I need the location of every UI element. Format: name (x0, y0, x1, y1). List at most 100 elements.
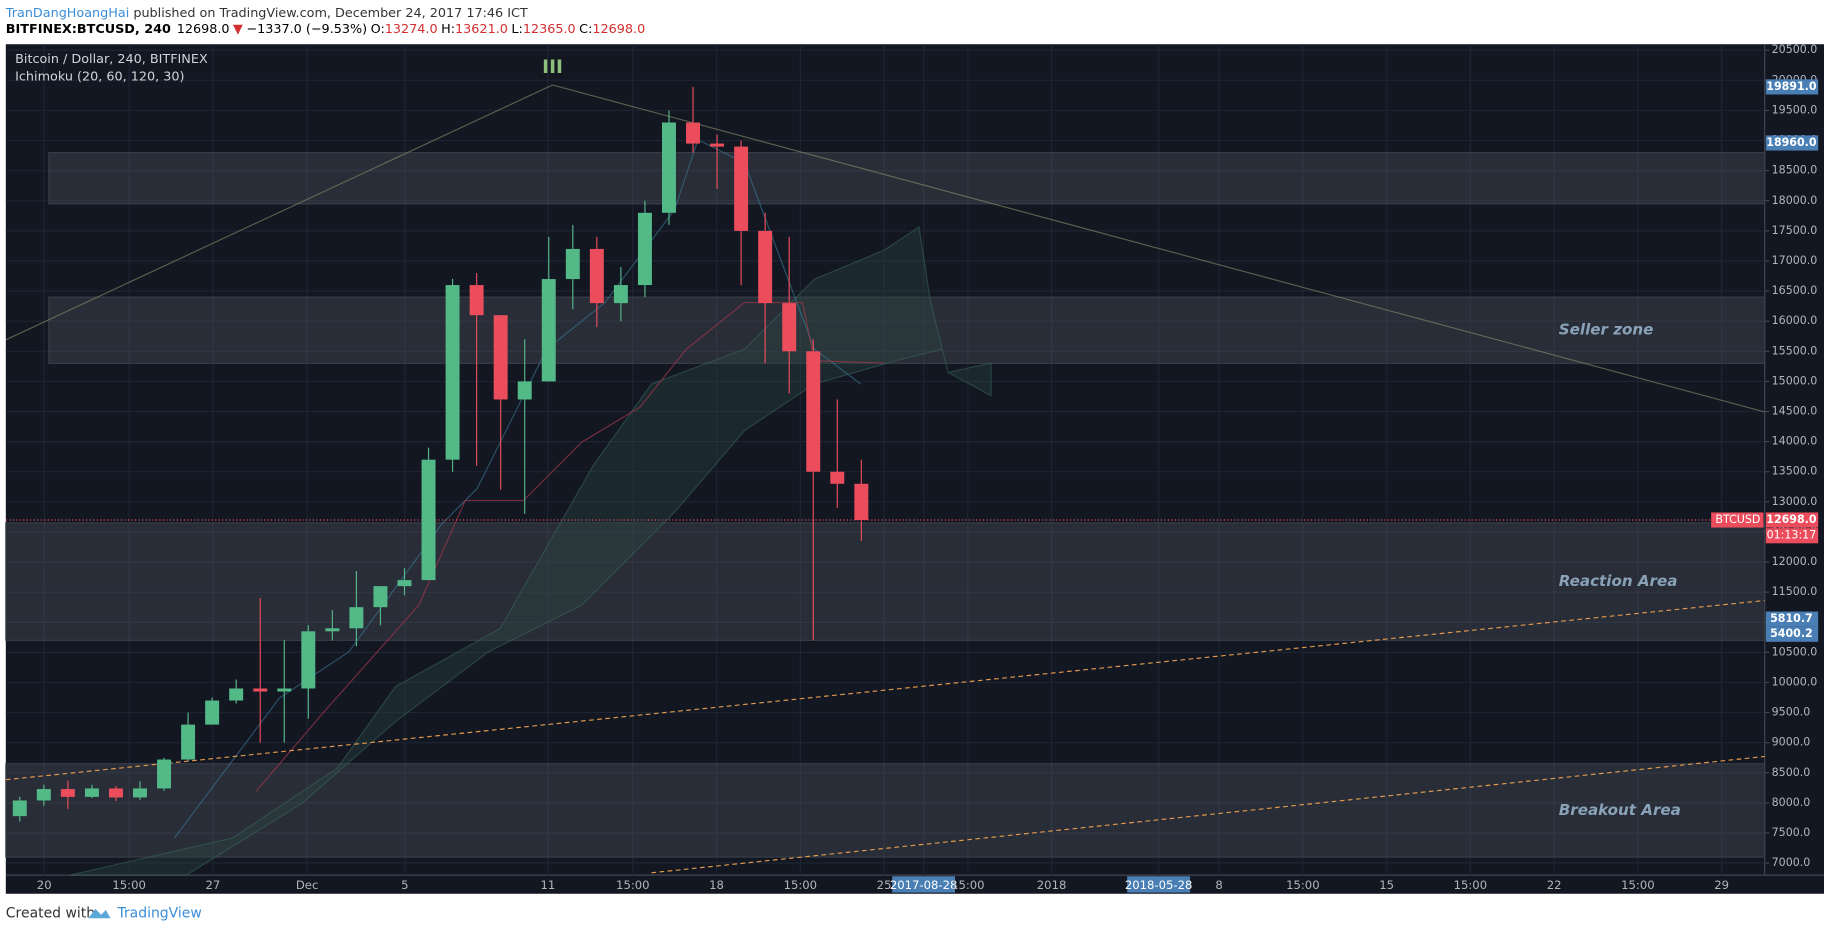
price-badge-label: 19891.0 (1766, 80, 1817, 93)
author[interactable]: TranDangHoangHai (5, 5, 129, 20)
y-tick-label: 15500.0 (1772, 344, 1818, 357)
y-tick-label: 8500.0 (1772, 766, 1811, 779)
x-tick-label: 11 (541, 878, 556, 892)
other-badge (1765, 626, 1819, 642)
zone (5, 763, 1766, 858)
trend-dashed-1 (5, 599, 1765, 781)
candle-body (541, 279, 556, 382)
candle-body (734, 146, 749, 231)
candle-body (373, 586, 388, 608)
x-tick-label: 15:00 (1454, 878, 1488, 892)
candle-body (469, 285, 484, 316)
c-label: C: (579, 22, 592, 37)
ichimoku-base (255, 301, 885, 792)
y-tick-label: 16500.0 (1772, 284, 1818, 297)
symbol-badge (1711, 512, 1764, 528)
y-tick-label: 7500.0 (1772, 826, 1811, 839)
published: published on TradingView.com, December 2… (129, 5, 528, 20)
x-tick-label: 15 (1379, 878, 1394, 892)
footer-brand[interactable]: TradingView (116, 906, 201, 922)
candle-body (229, 688, 244, 701)
candle-body (325, 628, 340, 632)
candle-body (830, 471, 845, 484)
h-value: 13621.0 (455, 22, 508, 37)
grid (5, 44, 1765, 876)
y-tick-label: 15000.0 (1772, 374, 1818, 387)
zone-label: Seller zone (1559, 321, 1654, 339)
price-badge-label: 18960.0 (1766, 136, 1817, 149)
arrow: ▼ (233, 22, 243, 37)
footer-created: Created with (6, 906, 95, 922)
last-price-badge (1765, 512, 1819, 528)
x-tick-label: 15:00 (616, 878, 650, 892)
y-tick-label: 9000.0 (1772, 736, 1811, 749)
candle-body (782, 303, 797, 352)
zone-label: Reaction Area (1559, 572, 1678, 590)
y-tick-label: 18000.0 (1772, 194, 1818, 207)
l-label: L: (511, 22, 522, 37)
zone (5, 522, 1766, 641)
chart-title: Bitcoin / Dollar, 240, BITFINEX (15, 52, 208, 67)
y-tick-label: 17000.0 (1772, 254, 1818, 267)
o-value: 13274.0 (385, 22, 438, 37)
wave-line (5, 84, 1765, 413)
y-tick-label: 8000.0 (1772, 796, 1811, 809)
countdown-label: 01:13:17 (1767, 529, 1817, 542)
candle-body (84, 788, 99, 797)
candle-body (806, 351, 821, 472)
price: 12698.0 (177, 22, 230, 37)
zones: Seller zone Reaction Area Breakout Area (5, 152, 1766, 858)
x-tick-label: 15:00 (1621, 878, 1655, 892)
y-tick-label: 19500.0 (1772, 103, 1818, 116)
candle-body (60, 789, 75, 797)
x-tick-label: 15:00 (1286, 878, 1320, 892)
x-tick-label: 15:00 (784, 878, 818, 892)
x-tick-label: 2018-05-28 (1125, 878, 1193, 892)
axis: 7000.0 7500.0 8000.0 8500.0 9000.0 9500.0 1000… (37, 43, 1819, 893)
candle-body (517, 381, 532, 400)
candle-body (662, 122, 676, 213)
x-highlight (892, 876, 956, 893)
x-tick-label: 27 (205, 878, 220, 892)
candle-body (421, 459, 436, 581)
x-tick-label: 15:00 (951, 878, 985, 892)
other-badge-label: 5810.7 (1770, 612, 1813, 625)
x-tick-label: 2017-08-28 (890, 878, 958, 892)
ichimoku-cloud (69, 225, 992, 876)
price-badge (1765, 135, 1819, 151)
x-highlight (1127, 876, 1191, 893)
symbol: BITFINEX:BTCUSD, 240 (6, 22, 171, 37)
candle-body (637, 212, 652, 286)
x-tick-label: 25 (877, 878, 892, 892)
zone (48, 152, 1766, 205)
header-line-2: BITFINEX:BTCUSD, 240 12698.0 ▼ −1337.0 (−9.… (6, 22, 645, 37)
y-tick-label: 17500.0 (1772, 224, 1818, 237)
y-tick-label: 18500.0 (1772, 164, 1818, 177)
wave-label: III (542, 57, 563, 78)
y-tick-label: 7000.0 (1772, 856, 1811, 869)
other-badge (1765, 611, 1819, 627)
x-tick-label: 8 (1215, 878, 1222, 892)
candle-body (205, 700, 220, 725)
header-line-1: TranDangHoangHai published on TradingVie… (5, 5, 528, 20)
other-badge-label: 5400.2 (1770, 627, 1813, 640)
x-tick-label: 5 (401, 878, 408, 892)
y-tick-label: 10000.0 (1772, 675, 1818, 688)
x-tick-label: 20 (37, 878, 52, 892)
candle-body (493, 315, 508, 400)
y-tick-label: 20500.0 (1772, 43, 1818, 56)
tv-logo (88, 908, 111, 919)
candle-body (445, 285, 460, 460)
price-axis-bg (1764, 44, 1824, 876)
o-label: O: (371, 22, 385, 37)
candle-body (710, 143, 725, 147)
candle-body (565, 248, 580, 280)
last-price-label: 12698.0 (1766, 513, 1817, 526)
candle-body (686, 122, 701, 144)
c-value: 12698.0 (592, 22, 645, 37)
plot-bg (5, 44, 1765, 876)
symbol-label: BTCUSD (1715, 513, 1760, 526)
chart-subtitle: Ichimoku (20, 60, 120, 30) (15, 69, 184, 84)
candle-body (277, 688, 292, 692)
